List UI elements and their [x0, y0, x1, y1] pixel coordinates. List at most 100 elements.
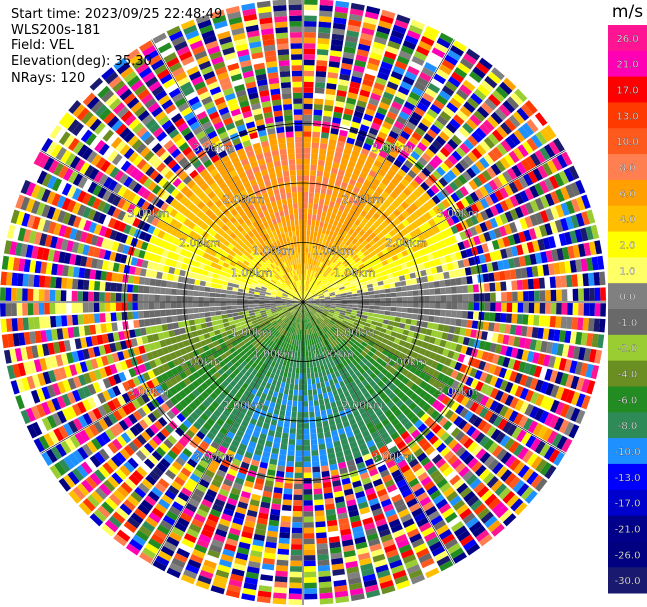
radar-gate	[403, 255, 411, 263]
radar-gate	[313, 295, 319, 299]
radar-gate	[437, 272, 445, 280]
radar-gate	[303, 48, 316, 55]
radar-gate	[209, 544, 222, 554]
radar-gate	[516, 279, 524, 290]
radar-gate	[325, 436, 333, 444]
radar-gate	[514, 88, 528, 103]
radar-gate	[209, 306, 216, 312]
radar-gate	[378, 20, 393, 30]
radar-gate	[553, 451, 565, 467]
radar-gate	[369, 302, 375, 306]
radar-gate	[237, 364, 244, 372]
radar-gate	[405, 224, 414, 233]
radar-gate	[309, 289, 315, 294]
radar-gate	[331, 282, 338, 287]
radar-gate	[363, 579, 378, 588]
radar-gate	[286, 313, 292, 318]
radar-gate	[330, 213, 337, 220]
radar-gate	[185, 359, 194, 368]
radar-gate	[199, 478, 210, 489]
radar-gate	[104, 428, 116, 441]
radar-gate	[403, 159, 414, 169]
radar-gate	[304, 560, 316, 567]
radar-gate	[222, 346, 229, 353]
radar-gate	[391, 354, 399, 362]
radar-gate	[240, 367, 248, 375]
radar-gate	[253, 297, 260, 300]
radar-gate	[392, 65, 406, 76]
radar-gate	[453, 66, 468, 79]
radar-gate	[351, 237, 359, 245]
radar-gate	[332, 117, 342, 125]
radar-gate	[367, 287, 374, 292]
radar-gate	[528, 290, 535, 302]
radar-gate	[377, 131, 388, 140]
radar-gate	[457, 174, 468, 185]
radar-gate	[146, 351, 154, 361]
radar-gate	[304, 577, 317, 583]
radar-gate	[361, 256, 368, 263]
radar-gate	[507, 258, 516, 269]
radar-gate	[156, 324, 163, 333]
radar-gate	[327, 453, 336, 460]
radar-gate	[486, 262, 494, 272]
radar-gate	[473, 503, 487, 516]
radar-gate	[465, 217, 474, 228]
radar-gate	[318, 296, 325, 299]
radar-gate	[358, 222, 366, 229]
radar-gate	[271, 447, 280, 455]
radar-gate	[330, 334, 337, 341]
radar-gate	[257, 360, 264, 367]
radar-gate	[428, 376, 437, 386]
radar-gate	[504, 455, 517, 468]
radar-gate	[366, 187, 375, 196]
radar-gate	[279, 409, 286, 417]
radar-gate	[271, 336, 277, 342]
radar-gate	[89, 324, 97, 335]
radar-gate	[435, 498, 448, 510]
radar-gate	[318, 282, 324, 288]
radar-gate	[400, 417, 410, 426]
radar-gate	[397, 382, 406, 391]
radar-gate	[570, 182, 581, 197]
radar-gate	[285, 382, 290, 389]
radar-gate	[192, 371, 201, 380]
radar-gate	[328, 277, 335, 283]
radar-gate	[289, 314, 294, 320]
radar-gate	[457, 419, 468, 430]
radar-gate	[586, 380, 596, 395]
radar-gate	[260, 501, 271, 509]
radar-gate	[347, 221, 354, 228]
radar-gate	[294, 339, 297, 346]
radar-gate	[367, 340, 375, 347]
radar-gate	[179, 399, 188, 409]
radar-gate	[69, 435, 81, 449]
radar-gate	[401, 368, 409, 377]
radar-gate	[373, 82, 386, 91]
radar-gate	[491, 261, 499, 272]
radar-gate	[148, 342, 157, 351]
radar-gate	[281, 438, 289, 445]
radar-gate	[364, 354, 372, 361]
radar-gate	[245, 341, 252, 347]
radar-gate	[319, 323, 324, 329]
radar-gate	[307, 384, 312, 391]
radar-gate	[310, 158, 318, 165]
radar-gate	[228, 413, 237, 421]
radar-gate	[275, 305, 282, 308]
radar-gate	[459, 268, 467, 277]
radar-gate	[450, 71, 465, 83]
radar-gate	[279, 321, 285, 327]
radar-gate	[123, 461, 135, 473]
radar-gate	[582, 273, 590, 287]
radar-gate	[390, 163, 400, 173]
radar-gate	[298, 395, 303, 402]
radar-gate	[410, 150, 421, 161]
radar-gate	[26, 375, 36, 390]
radar-gate	[186, 332, 193, 339]
radar-gate	[20, 409, 31, 425]
radar-gate	[405, 473, 417, 483]
radar-gate	[338, 461, 347, 469]
radar-gate	[306, 294, 312, 299]
radar-gate	[363, 305, 369, 309]
